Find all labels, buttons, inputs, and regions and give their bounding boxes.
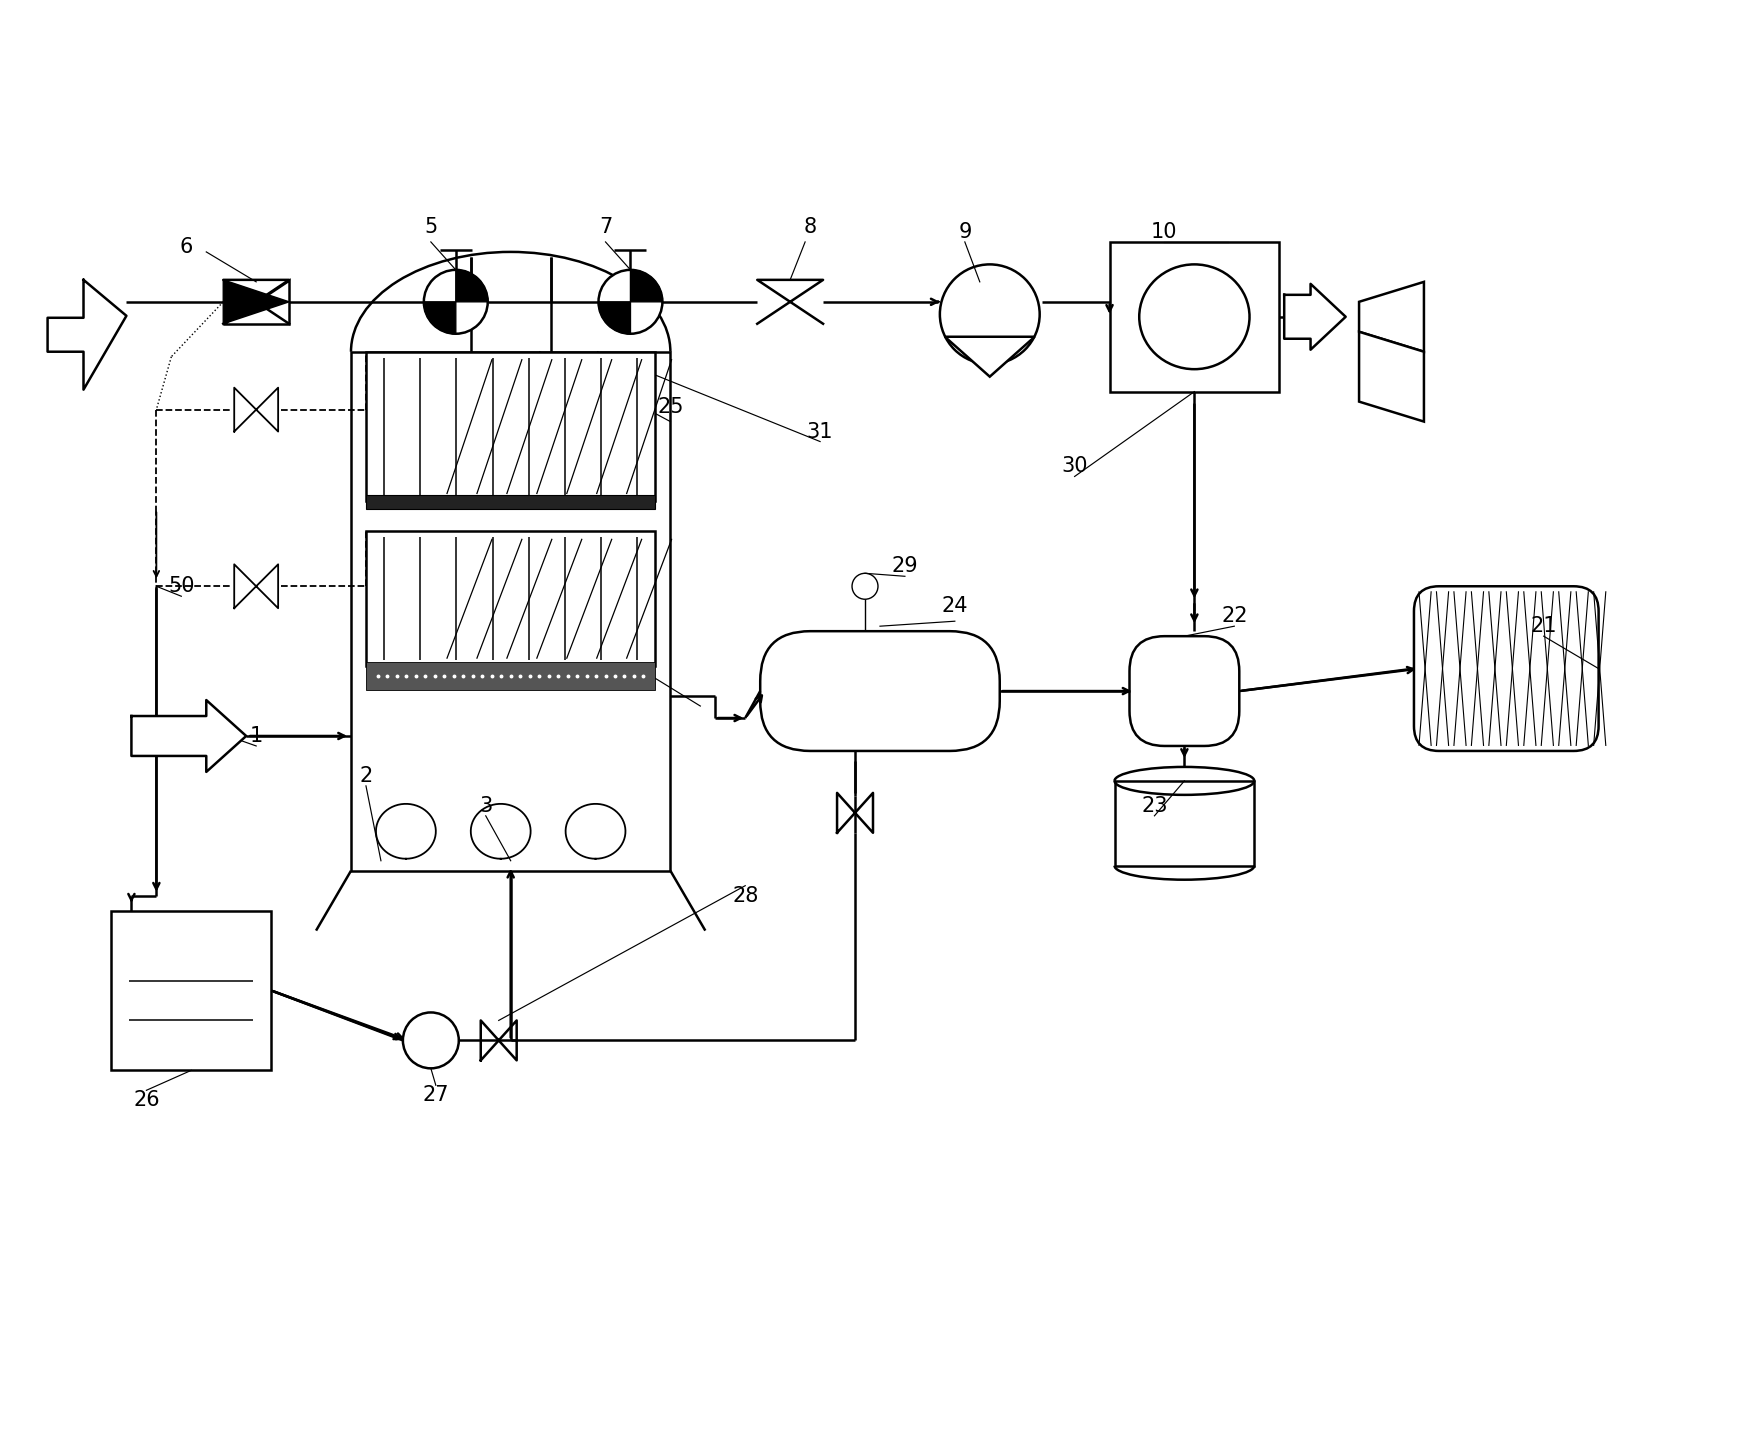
Text: 23: 23 <box>1141 795 1167 815</box>
Bar <box>365 531 656 666</box>
Text: 50: 50 <box>169 576 195 596</box>
Bar <box>351 351 670 871</box>
Text: 10: 10 <box>1151 222 1177 242</box>
Text: 27: 27 <box>423 1085 449 1106</box>
Polygon shape <box>456 270 487 302</box>
Polygon shape <box>944 337 1035 377</box>
Text: 22: 22 <box>1221 607 1247 627</box>
Text: 2: 2 <box>360 766 372 786</box>
Polygon shape <box>598 302 630 334</box>
Text: 9: 9 <box>958 222 970 242</box>
Text: 5: 5 <box>424 218 436 237</box>
Polygon shape <box>1283 284 1344 350</box>
Polygon shape <box>47 280 127 390</box>
Polygon shape <box>223 280 289 324</box>
Bar <box>111 911 271 1071</box>
Text: 26: 26 <box>132 1090 160 1110</box>
Circle shape <box>424 270 487 334</box>
Text: 24: 24 <box>941 596 967 617</box>
Polygon shape <box>223 280 289 324</box>
Text: 29: 29 <box>890 556 918 576</box>
Circle shape <box>598 270 663 334</box>
Text: 31: 31 <box>807 422 833 441</box>
Polygon shape <box>1358 281 1423 351</box>
Polygon shape <box>424 302 456 334</box>
Text: 51: 51 <box>548 596 574 617</box>
Text: 11: 11 <box>1370 337 1396 357</box>
Text: 30: 30 <box>1061 457 1087 476</box>
Polygon shape <box>1358 332 1423 422</box>
Text: 25: 25 <box>657 396 683 416</box>
Polygon shape <box>630 270 663 302</box>
Text: 28: 28 <box>732 885 758 905</box>
Bar <box>1109 242 1278 392</box>
Bar <box>365 351 656 502</box>
Bar <box>1115 781 1254 866</box>
Text: 3: 3 <box>478 795 492 815</box>
Text: 8: 8 <box>803 218 816 237</box>
Text: 1: 1 <box>249 726 263 746</box>
Text: 7: 7 <box>598 218 612 237</box>
Polygon shape <box>132 699 245 772</box>
Bar <box>365 662 656 691</box>
Bar <box>365 495 656 509</box>
Text: 6: 6 <box>179 237 193 257</box>
Text: 21: 21 <box>1530 617 1556 636</box>
Text: 4: 4 <box>628 646 642 666</box>
